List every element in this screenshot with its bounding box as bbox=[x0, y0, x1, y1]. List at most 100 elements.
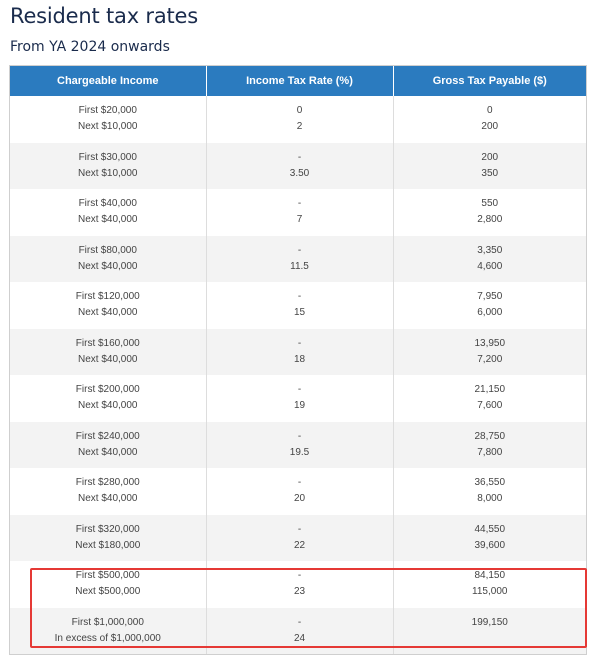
income-cell-line: First $200,000 bbox=[75, 384, 140, 396]
rate-cell-line: 0 bbox=[296, 105, 303, 117]
rate-cell: - 24 bbox=[206, 607, 394, 654]
tax-cell-line: 350 bbox=[481, 167, 499, 179]
table-row: First $40,000 Next $40,000-7 550 2,800 bbox=[10, 189, 586, 236]
tax-cell-line: 7,200 bbox=[477, 353, 503, 365]
rate-cell-line: 2 bbox=[296, 121, 303, 133]
rate-cell-line: - bbox=[297, 291, 302, 303]
tax-cell-line: 7,950 bbox=[477, 291, 503, 303]
income-cell-line: First $120,000 bbox=[75, 291, 140, 303]
rate-cell-line: - bbox=[297, 151, 302, 163]
tax-cell: 3,350 4,600 bbox=[393, 235, 586, 282]
income-cell-line: First $30,000 bbox=[78, 151, 137, 163]
income-cell-line: First $280,000 bbox=[75, 477, 140, 489]
table-row: First $1,000,000 In excess of $1,000,000 -… bbox=[10, 607, 587, 654]
page-subtitle: From YA 2024 onwards bbox=[10, 39, 170, 55]
income-cell: First $30,000 Next $10,000 bbox=[10, 142, 207, 189]
income-cell-line: First $320,000 bbox=[75, 523, 140, 535]
income-cell-line: Next $40,000 bbox=[78, 214, 138, 226]
income-cell: First $500,000 Next $500,000 bbox=[10, 561, 207, 608]
tax-cell: 21,150 7,600 bbox=[393, 375, 586, 422]
table-row: First $20,000 Next $10,000 0 2 0 200 bbox=[10, 96, 586, 143]
header-income-tax-rate: Income Tax Rate (%) bbox=[206, 66, 394, 96]
rate-cell-line: 3.50 bbox=[289, 167, 310, 179]
income-cell: First $40,000 Next $40,000 bbox=[10, 189, 207, 236]
income-cell-line: Next $10,000 bbox=[78, 167, 138, 179]
tax-cell-line bbox=[394, 631, 587, 647]
income-cell-line: First $1,000,000 bbox=[71, 616, 144, 628]
income-cell: First $1,000,000 In excess of $1,000,000 bbox=[10, 607, 207, 654]
tax-cell: 84,150 115,000 bbox=[393, 561, 586, 608]
tax-rates-table: Chargeable Income Income Tax Rate (%) Gr… bbox=[10, 66, 586, 654]
income-cell: First $280,000 Next $40,000 bbox=[10, 468, 207, 515]
tax-cell-line: 8,000 bbox=[477, 493, 503, 505]
income-cell-line: First $240,000 bbox=[75, 430, 140, 442]
rate-cell: - 22 bbox=[206, 514, 394, 561]
income-cell-line: Next $500,000 bbox=[75, 586, 141, 598]
tax-cell-line: 13,950 bbox=[474, 337, 506, 349]
income-cell-line: Next $40,000 bbox=[78, 400, 138, 412]
tax-cell-line: 7,600 bbox=[477, 400, 503, 412]
table-header: Chargeable Income Income Tax Rate (%) Gr… bbox=[10, 66, 586, 96]
income-cell-line: Next $40,000 bbox=[78, 446, 138, 458]
tax-cell-line: 200 bbox=[481, 121, 499, 133]
tax-cell-line: 7,800 bbox=[477, 446, 503, 458]
table-row: First $30,000 Next $10,000-3.50 200 350 bbox=[10, 142, 586, 189]
tax-cell-line: 200 bbox=[481, 151, 499, 163]
tax-cell: 28,750 7,800 bbox=[393, 421, 586, 468]
rate-cell-line: 24 bbox=[293, 632, 306, 644]
income-cell-line: Next $180,000 bbox=[75, 539, 141, 551]
rate-cell: - 15 bbox=[206, 282, 394, 329]
rate-cell-line: - bbox=[297, 337, 302, 349]
table-row: First $80,000 Next $40,000 - 11.5 3,350 4,600 bbox=[10, 235, 586, 282]
tax-cell-line: 3,350 bbox=[477, 244, 503, 256]
income-cell: First $160,000 Next $40,000 bbox=[10, 328, 207, 375]
table-row: First $160,000 Next $40,000 - 18 13,950 7,200 bbox=[10, 328, 586, 375]
tax-cell-line: 199,150 bbox=[471, 616, 508, 628]
tax-rates-table-container: Chargeable Income Income Tax Rate (%) Gr… bbox=[9, 65, 587, 655]
income-cell-line: First $80,000 bbox=[78, 244, 137, 256]
table-body: First $20,000 Next $10,000 0 2 0 200 First $30… bbox=[10, 96, 586, 654]
tax-cell: 13,950 7,200 bbox=[393, 328, 586, 375]
tax-cell: 44,550 39,600 bbox=[393, 514, 586, 561]
table-row: First $320,000 Next $180,000 - 22 44,550 39,6… bbox=[10, 514, 586, 561]
header-chargeable-income: Chargeable Income bbox=[10, 66, 207, 96]
tax-cell: 550 2,800 bbox=[393, 189, 586, 236]
income-cell-line: In excess of $1,000,000 bbox=[54, 632, 161, 644]
income-cell-line: First $160,000 bbox=[75, 337, 140, 349]
rate-cell-line: - bbox=[297, 198, 302, 210]
rate-cell-line: - bbox=[297, 430, 302, 442]
tax-cell: 36,550 8,000 bbox=[393, 468, 586, 515]
rate-cell: - 23 bbox=[206, 561, 394, 608]
rate-cell: - 20 bbox=[206, 468, 394, 515]
rate-cell-line: 18 bbox=[293, 353, 306, 365]
tax-cell-line: 4,600 bbox=[477, 260, 503, 272]
tax-cell: 0 200 bbox=[393, 96, 586, 143]
tax-cell-line: 0 bbox=[486, 105, 493, 117]
table-row: First $500,000 Next $500,000 - 23 84,150 115,… bbox=[10, 561, 586, 608]
rate-cell-line: - bbox=[297, 477, 302, 489]
rate-cell: - 19.5 bbox=[206, 421, 394, 468]
tax-cell-line: 2,800 bbox=[477, 214, 503, 226]
rate-cell-line: 19.5 bbox=[289, 446, 310, 458]
rate-cell-line: 19 bbox=[293, 400, 306, 412]
rate-cell-line: 20 bbox=[293, 493, 306, 505]
rate-cell-line: - bbox=[297, 384, 302, 396]
rate-cell: - 3.50 bbox=[206, 142, 394, 189]
tax-cell-line: 550 bbox=[481, 198, 499, 210]
income-cell: First $20,000 Next $10,000 bbox=[10, 96, 207, 143]
income-cell: First $320,000 Next $180,000 bbox=[10, 514, 207, 561]
tax-cell: 200 350 bbox=[393, 142, 586, 189]
table-row: First $120,000 Next $40,000 - 15 7,950 6,000 bbox=[10, 282, 586, 329]
tax-cell: 7,950 6,000 bbox=[393, 282, 586, 329]
tax-cell-line: 21,150 bbox=[474, 384, 506, 396]
tax-cell-line: 39,600 bbox=[474, 539, 506, 551]
rate-cell-line: 11.5 bbox=[290, 260, 309, 272]
rate-cell-line: 15 bbox=[293, 307, 306, 319]
income-cell: First $240,000 Next $40,000 bbox=[10, 421, 207, 468]
rate-cell-line: 7 bbox=[296, 214, 303, 226]
page-title: Resident tax rates bbox=[10, 4, 199, 28]
income-cell-line: Next $40,000 bbox=[78, 260, 138, 272]
rate-cell: -7 bbox=[206, 189, 394, 236]
tax-cell-line: 6,000 bbox=[477, 307, 503, 319]
income-cell-line: First $500,000 bbox=[75, 570, 140, 582]
